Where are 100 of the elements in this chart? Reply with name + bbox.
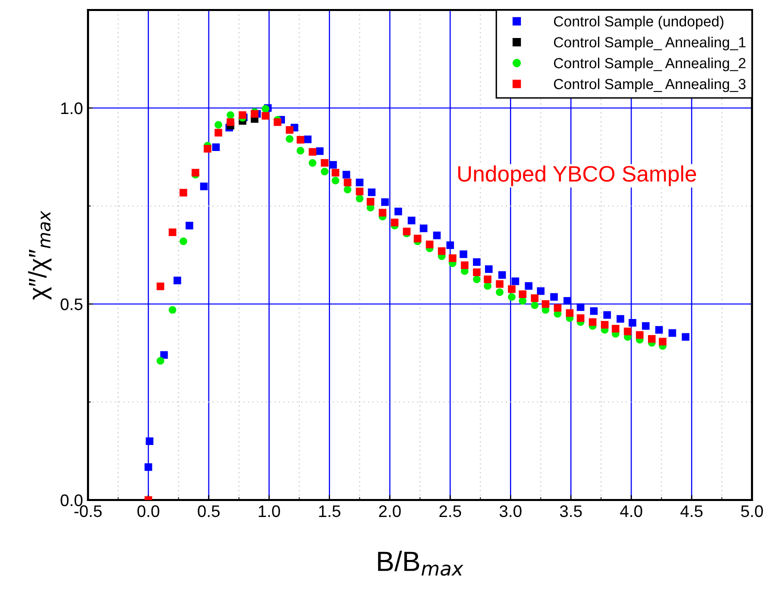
point <box>472 258 481 266</box>
point <box>472 268 481 276</box>
x-tick-label: 2.5 <box>439 505 462 518</box>
legend-label: Control Sample_ Annealing_2 <box>554 58 746 72</box>
point <box>508 293 516 301</box>
y-tick-label: 0.5 <box>60 298 82 310</box>
point <box>378 208 386 216</box>
point <box>433 232 441 240</box>
point <box>496 280 504 288</box>
point <box>214 128 222 136</box>
x-tick-label: 3.0 <box>500 505 522 518</box>
point <box>576 314 584 322</box>
point <box>180 237 188 246</box>
point <box>542 300 550 308</box>
point <box>524 282 532 290</box>
point <box>485 265 493 273</box>
point <box>262 104 270 113</box>
x-tick-label: 5.0 <box>741 505 763 518</box>
point <box>286 135 294 143</box>
point <box>414 234 422 242</box>
point <box>600 320 609 329</box>
point <box>226 118 234 126</box>
point <box>286 126 294 134</box>
point <box>518 290 526 298</box>
point <box>408 216 416 224</box>
point <box>144 463 152 471</box>
point <box>146 437 154 446</box>
point <box>563 297 572 305</box>
x-tick-label: 1.5 <box>319 505 340 518</box>
legend-label: Control Sample (undoped) <box>554 16 724 30</box>
point <box>226 111 234 119</box>
point <box>496 288 504 296</box>
point <box>168 228 176 236</box>
point <box>642 322 650 330</box>
point <box>616 315 624 323</box>
point <box>304 136 312 144</box>
point <box>648 335 656 343</box>
point <box>238 111 246 119</box>
point <box>200 182 208 190</box>
point <box>332 176 340 184</box>
point <box>356 178 364 186</box>
point <box>446 241 454 250</box>
point <box>484 276 492 284</box>
point <box>682 333 690 341</box>
annotation: Undoped YBCO Sample <box>458 165 696 186</box>
point <box>448 254 456 262</box>
point <box>394 208 402 216</box>
point <box>668 329 676 337</box>
point <box>366 198 374 206</box>
point <box>381 198 389 206</box>
x-axis-title: B/B$_{max}$ <box>378 550 464 576</box>
point <box>530 301 538 309</box>
point <box>566 309 574 317</box>
y-tick-label: 1.0 <box>61 102 82 114</box>
point <box>554 304 562 312</box>
point <box>186 222 194 230</box>
point <box>655 326 663 334</box>
point <box>636 331 644 339</box>
point <box>174 276 182 284</box>
x-tick-label: 0.0 <box>137 505 160 518</box>
point <box>628 319 636 327</box>
point <box>342 170 350 178</box>
point <box>658 338 666 346</box>
point <box>308 148 316 156</box>
point <box>368 188 376 196</box>
point <box>550 293 558 301</box>
point <box>612 324 620 332</box>
point <box>214 121 222 129</box>
point <box>356 194 364 202</box>
point <box>512 277 520 286</box>
point <box>438 247 446 255</box>
point <box>484 282 492 290</box>
point <box>204 144 212 153</box>
point <box>518 297 526 305</box>
point <box>308 159 316 167</box>
point <box>426 240 434 248</box>
point <box>420 224 428 232</box>
legend-label: Control Sample_ Annealing_3 <box>554 78 746 92</box>
point <box>320 159 328 167</box>
point <box>156 357 164 365</box>
x-tick-label: 0.5 <box>198 505 220 518</box>
point <box>160 351 168 359</box>
point <box>168 306 176 314</box>
legend-label: Control Sample_ Annealing_1 <box>554 36 746 50</box>
point <box>356 188 364 196</box>
point <box>344 186 352 194</box>
point <box>472 276 481 284</box>
point <box>498 271 506 279</box>
point <box>156 282 164 290</box>
point <box>320 168 328 176</box>
x-tick-label: 4.0 <box>620 505 642 518</box>
point <box>576 303 584 311</box>
point <box>588 318 596 326</box>
point <box>296 136 304 144</box>
point <box>344 178 352 186</box>
y-tick-label: 0.0 <box>60 494 82 506</box>
point <box>624 328 632 336</box>
x-tick-label: 3.5 <box>560 505 582 518</box>
point <box>274 118 282 126</box>
point <box>460 261 468 269</box>
